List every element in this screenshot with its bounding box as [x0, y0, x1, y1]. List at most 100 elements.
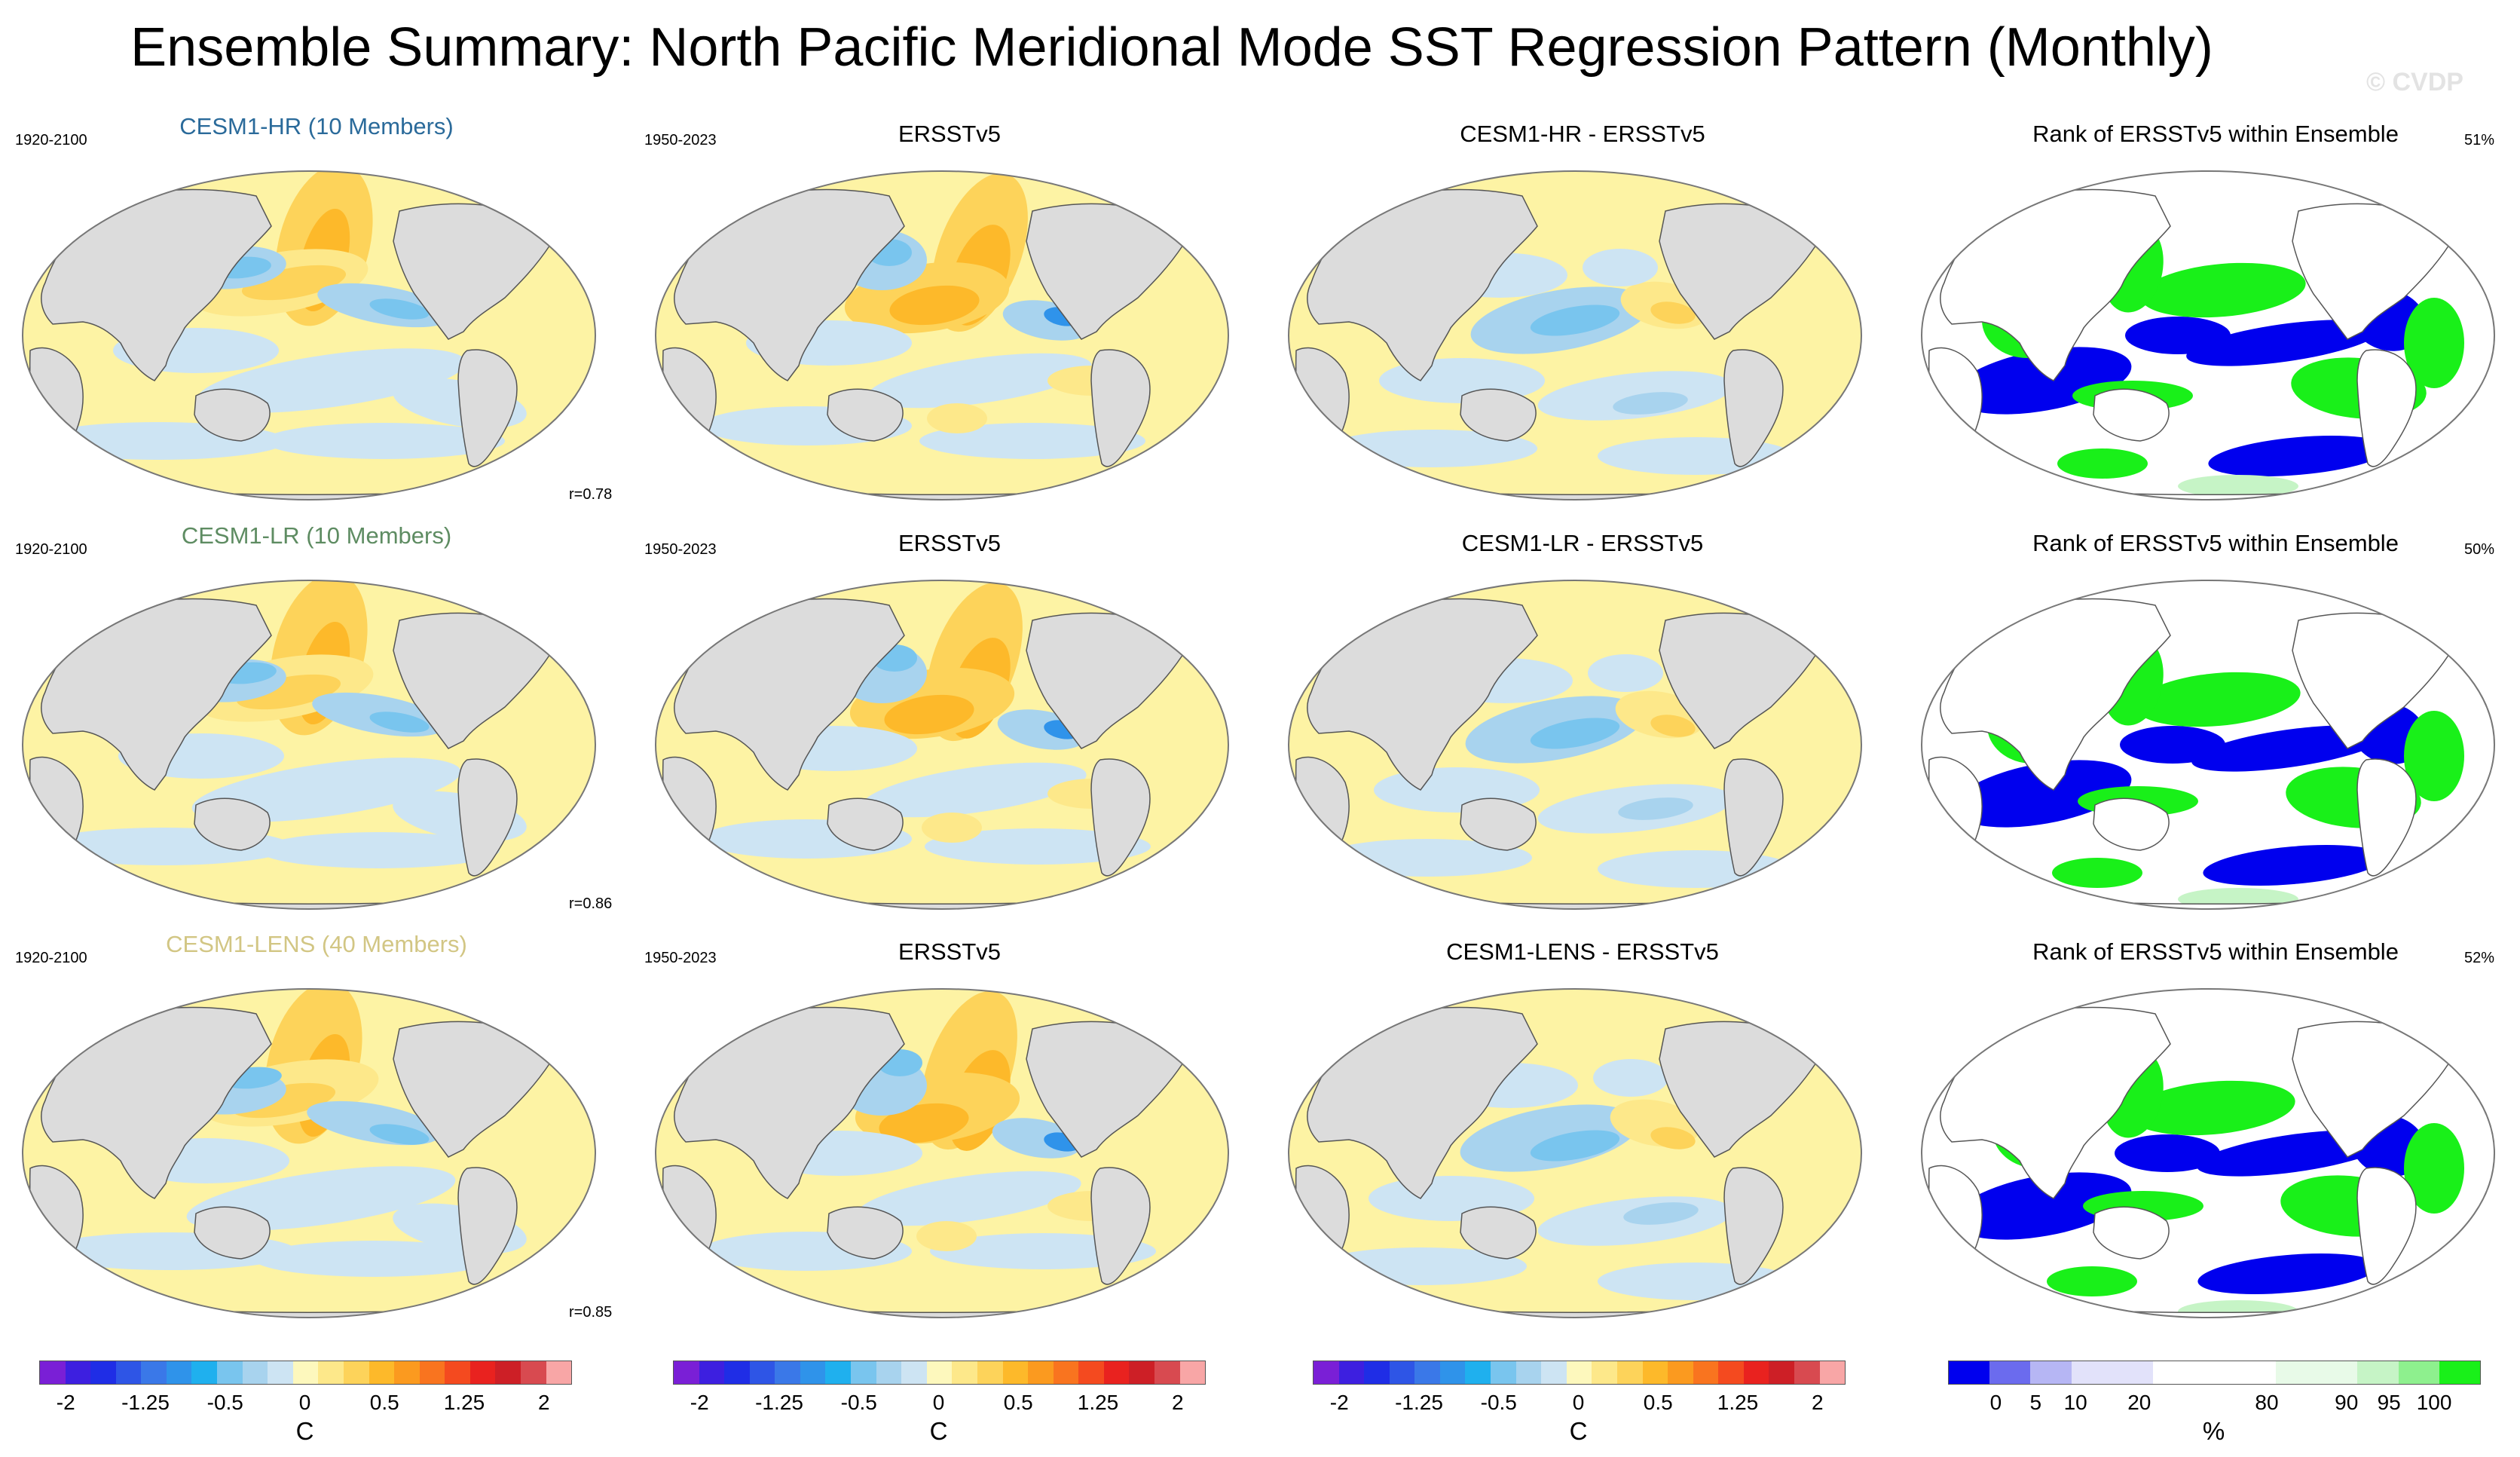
- land-mass: [194, 388, 271, 442]
- obs-period-label: 1950-2023: [644, 950, 717, 966]
- land-mass: [2356, 758, 2417, 877]
- land-mass: [827, 388, 904, 442]
- colorbar-swatch: [2030, 1361, 2072, 1384]
- land-mass: [503, 1001, 555, 1032]
- colorbar-tick-label: 0: [1989, 1391, 2002, 1414]
- sst-colorbar: [673, 1361, 1206, 1385]
- land-mass: [1460, 1206, 1537, 1260]
- colorbar-unit-label: C: [295, 1417, 314, 1445]
- colorbar-swatch: [1491, 1361, 1516, 1384]
- colorbar-swatch: [1179, 1361, 1206, 1384]
- colorbar-swatch: [749, 1361, 775, 1384]
- map-outline: [22, 988, 596, 1318]
- sst-anomaly-region: [1650, 302, 1696, 324]
- colorbar-swatch: [952, 1361, 977, 1384]
- land-mass: [1940, 188, 2171, 381]
- colorbar-tick-label: -2: [56, 1391, 75, 1414]
- land-mass: [2093, 1206, 2170, 1260]
- colorbar-swatch: [141, 1361, 167, 1384]
- map-outline: [1288, 988, 1862, 1318]
- colorbar-swatch: [292, 1361, 319, 1384]
- land-mass: [457, 758, 518, 877]
- land-mass: [194, 797, 271, 851]
- colorbar-swatch: [1129, 1361, 1154, 1384]
- diff-panel-title: CESM1-LENS - ERSSTv5: [1446, 938, 1719, 965]
- sst-colorbar: [39, 1361, 572, 1385]
- colorbar-swatch: [1718, 1361, 1744, 1384]
- land-mass: [674, 1006, 905, 1199]
- colorbar-tick-label: -0.5: [840, 1391, 877, 1414]
- colorbar-swatch: [1314, 1361, 1339, 1384]
- colorbar-tick-label: 2: [1171, 1391, 1184, 1414]
- rank-region: [2186, 320, 2381, 366]
- sst-anomaly-region: [867, 353, 1092, 409]
- colorbar-tick-label: 1.25: [1717, 1391, 1759, 1414]
- colorbar-swatch: [445, 1361, 470, 1384]
- colorbar-swatch: [469, 1361, 496, 1384]
- colorbar-tick-label: -0.5: [206, 1391, 243, 1414]
- sst-anomaly-region: [191, 758, 461, 822]
- land-mass: [2356, 349, 2417, 467]
- map-outline: [1921, 170, 2495, 500]
- colorbar-unit-label: C: [929, 1417, 948, 1445]
- colorbar-tick-label: 0: [932, 1391, 945, 1414]
- colorbar-swatch: [2194, 1361, 2235, 1384]
- diff-panel-title: CESM1-LR - ERSSTv5: [1461, 530, 1704, 556]
- page-title: Ensemble Summary: North Pacific Meridion…: [130, 17, 2213, 78]
- colorbar-swatch: [1642, 1361, 1668, 1384]
- colorbar-swatch: [1819, 1361, 1846, 1384]
- diff-panel-title: CESM1-HR - ERSSTv5: [1460, 121, 1705, 147]
- colorbar-swatch: [1389, 1361, 1415, 1384]
- colorbar-swatch: [1002, 1361, 1029, 1384]
- colorbar-swatch: [2153, 1361, 2194, 1384]
- land-mass: [1769, 183, 1821, 214]
- colorbar-swatch: [1989, 1361, 2031, 1384]
- cvdp-watermark: © CVDP: [2366, 68, 2463, 96]
- land-mass: [1940, 598, 2171, 791]
- rank-panel-title: Rank of ERSSTv5 within Ensemble: [2032, 938, 2399, 965]
- colorbar-tick-label: 10: [2063, 1391, 2087, 1414]
- model-panel-title: CESM1-LR (10 Members): [181, 522, 452, 549]
- colorbar-tick-label: 95: [2377, 1391, 2401, 1414]
- colorbar-swatch: [876, 1361, 902, 1384]
- sst-map: [1288, 988, 1862, 1318]
- colorbar-swatch: [1566, 1361, 1592, 1384]
- colorbar-swatch: [1364, 1361, 1390, 1384]
- obs-panel-title: ERSSTv5: [898, 121, 1002, 147]
- land-mass: [827, 797, 904, 851]
- ocean-background: [656, 580, 1228, 909]
- rank-region: [2203, 844, 2384, 886]
- rank-region: [2135, 672, 2301, 727]
- colorbar-swatch: [851, 1361, 876, 1384]
- sst-anomaly-region: [879, 1103, 969, 1143]
- colorbar-swatch: [1515, 1361, 1542, 1384]
- rank-region: [2197, 1253, 2378, 1295]
- pattern-correlation-label: r=0.86: [569, 895, 613, 912]
- colorbar-swatch: [394, 1361, 420, 1384]
- colorbar-swatch: [699, 1361, 725, 1384]
- map-outline: [655, 170, 1229, 500]
- rank-colorbar: [1948, 1361, 2481, 1385]
- colorbar-swatch: [369, 1361, 395, 1384]
- map-outline: [1921, 580, 2495, 910]
- colorbar-tick-label: 0: [1572, 1391, 1585, 1414]
- colorbar-tick-label: 5: [2029, 1391, 2042, 1414]
- rank-region: [2140, 262, 2306, 318]
- rank-region: [2404, 711, 2464, 801]
- colorbar-tick-label: 90: [2335, 1391, 2359, 1414]
- rank-region: [2115, 1134, 2220, 1172]
- land-mass: [1136, 592, 1188, 623]
- sst-anomaly-region: [197, 348, 466, 413]
- sst-anomaly-region: [1588, 654, 1663, 692]
- colorbar-swatch: [115, 1361, 142, 1384]
- colorbar-swatch: [1693, 1361, 1719, 1384]
- colorbar-swatch: [2398, 1361, 2439, 1384]
- sst-map: [655, 988, 1229, 1318]
- sst-anomaly-region: [1613, 392, 1688, 415]
- land-mass: [1940, 1006, 2171, 1199]
- colorbar-swatch: [1028, 1361, 1054, 1384]
- sst-map: [22, 580, 596, 910]
- colorbar-swatch: [825, 1361, 852, 1384]
- sst-anomaly-region: [1618, 797, 1693, 820]
- map-outline: [655, 580, 1229, 910]
